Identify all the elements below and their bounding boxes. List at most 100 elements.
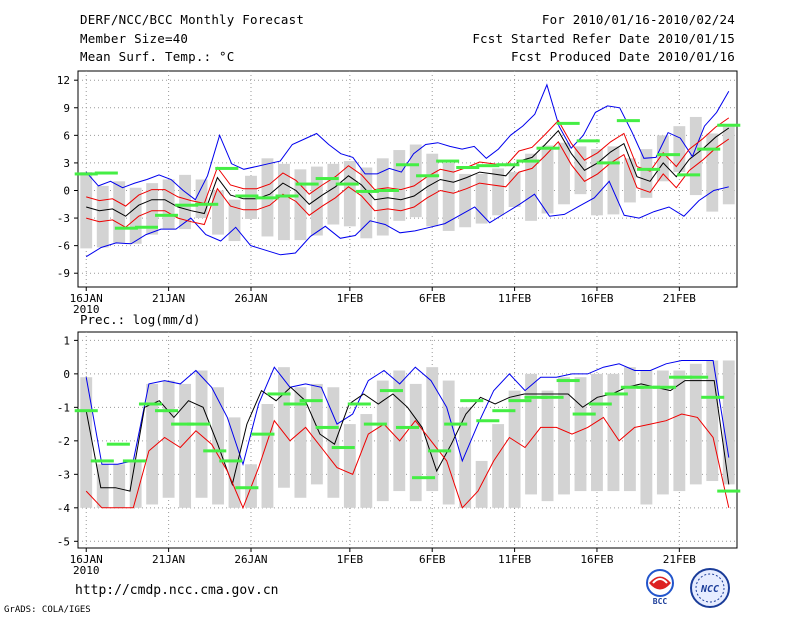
prec-spread-bar [640,370,653,505]
temp-observed-marker [335,182,359,186]
prec-spread-bar [558,377,570,495]
temp-spread-bar [525,153,537,221]
temp-xtick-label: 16FEB [580,292,613,305]
temp-observed-marker [596,161,620,165]
prec-spread-bar [294,387,307,498]
temp-observed-marker [215,166,239,170]
ncc-logo: NCC [690,568,730,608]
prec-spread-bar [146,383,159,505]
prec-spread-bar [327,387,340,498]
temp-spread-bar [146,183,159,235]
temp-xtick-label: 26JAN [234,292,267,305]
temp-spread-bar [343,161,356,227]
prec-observed-marker [460,399,484,403]
temp-observed-marker [456,166,480,170]
temp-observed-marker [295,182,319,186]
temp-observed-marker [275,194,299,198]
temp-spread-bar [442,162,455,231]
temp-spread-bar [640,149,653,198]
temp-observed-marker [255,196,279,200]
prec-xtick-label: 11FEB [498,553,531,566]
prec-observed-marker [412,476,436,480]
temp-observed-marker [636,167,660,171]
temp-observed-marker [536,146,560,150]
temp-spread-bar [574,146,587,195]
temp-spread-bar [409,144,422,218]
temp-observed-marker [375,188,399,192]
prec-ytick-label: -5 [57,535,70,548]
prec-observed-marker [636,385,660,389]
forecast-start-label: Fcst Started Refer Date 2010/01/15 [472,31,735,46]
prec-observed-marker [171,422,195,426]
prec-ytick-label: 1 [63,334,70,347]
temp-spread-bar [673,126,686,173]
prec-xtick-label: 21FEB [663,553,696,566]
prec-observed-marker [524,395,548,399]
prec-ytick-label: -4 [57,502,71,515]
prec-spread-bar [426,367,439,492]
prec-observed-marker [572,412,596,416]
temp-observed-marker [576,139,600,143]
prec-xtick-label: 6FEB [419,553,446,566]
temp-observed-marker [175,203,199,207]
forecast-period-label: For 2010/01/16-2010/02/24 [541,12,735,27]
prec-observed-marker [347,402,371,406]
prec-observed-marker [315,425,339,429]
prec-spread-bar [541,390,554,502]
source-url[interactable]: http://cmdp.ncc.cma.gov.cn [75,583,279,598]
temp-observed-marker [74,172,98,176]
temp-xtick-label: 21JAN [152,292,185,305]
temp-observed-marker [134,225,159,229]
prec-observed-marker [604,392,628,396]
temp-lower-red-line [86,138,730,228]
temp-xtick-label: 21FEB [663,292,696,305]
prec-xtick-sublabel: 2010 [73,564,100,577]
temp-spread-bar [722,126,735,205]
prec-ytick-label: -1 [57,401,70,414]
temp-spread-bar [393,150,406,221]
prec-spread-bar [228,417,241,508]
temp-observed-marker [717,123,741,127]
temp-observed-marker [516,159,540,163]
temp-observed-marker [416,174,440,178]
prec-observed-marker [299,399,323,403]
temp-spread-bar [376,158,389,236]
temp-spread-bar [689,116,702,196]
prec-observed-marker [187,422,211,426]
temp-spread-bar [80,172,93,249]
temp-ytick-label: -3 [57,212,70,225]
prec-spread-bar [706,360,719,482]
prec-observed-marker [331,446,355,450]
temp-spread-bar [162,179,175,230]
temp-ytick-label: 6 [63,129,70,142]
prec-spread-bar [722,360,735,485]
temp-upper-red-line [86,117,730,207]
prec-spread-bar [508,390,521,508]
prec-observed-marker [267,392,291,396]
prec-observed-marker [235,486,259,490]
temp-spread-bar [591,149,603,216]
prec-observed-marker [540,395,564,399]
temp-observed-marker [556,121,580,125]
prec-spread-bar [492,424,505,508]
variable-label: Mean Surf. Temp.: °C [80,49,235,64]
prec-spread-bar [442,380,455,505]
temp-spread-bar [195,179,208,219]
temp-spread-bar [129,187,142,244]
temp-observed-marker [155,213,179,217]
temp-observed-marker [616,119,640,123]
temp-spread-bar [706,133,719,212]
prec-spread-bar [459,407,472,508]
temp-ytick-label: 9 [63,102,70,115]
prec-observed-marker [203,449,227,453]
temp-spread-bar [278,163,290,241]
prec-observed-marker [122,459,146,463]
prec-xtick-label: 1FEB [337,553,364,566]
temp-spread-bar [212,190,224,235]
prec-spread-bar [278,367,290,488]
temp-spread-bar [294,169,307,241]
temp-xtick-label: 6FEB [419,292,446,305]
